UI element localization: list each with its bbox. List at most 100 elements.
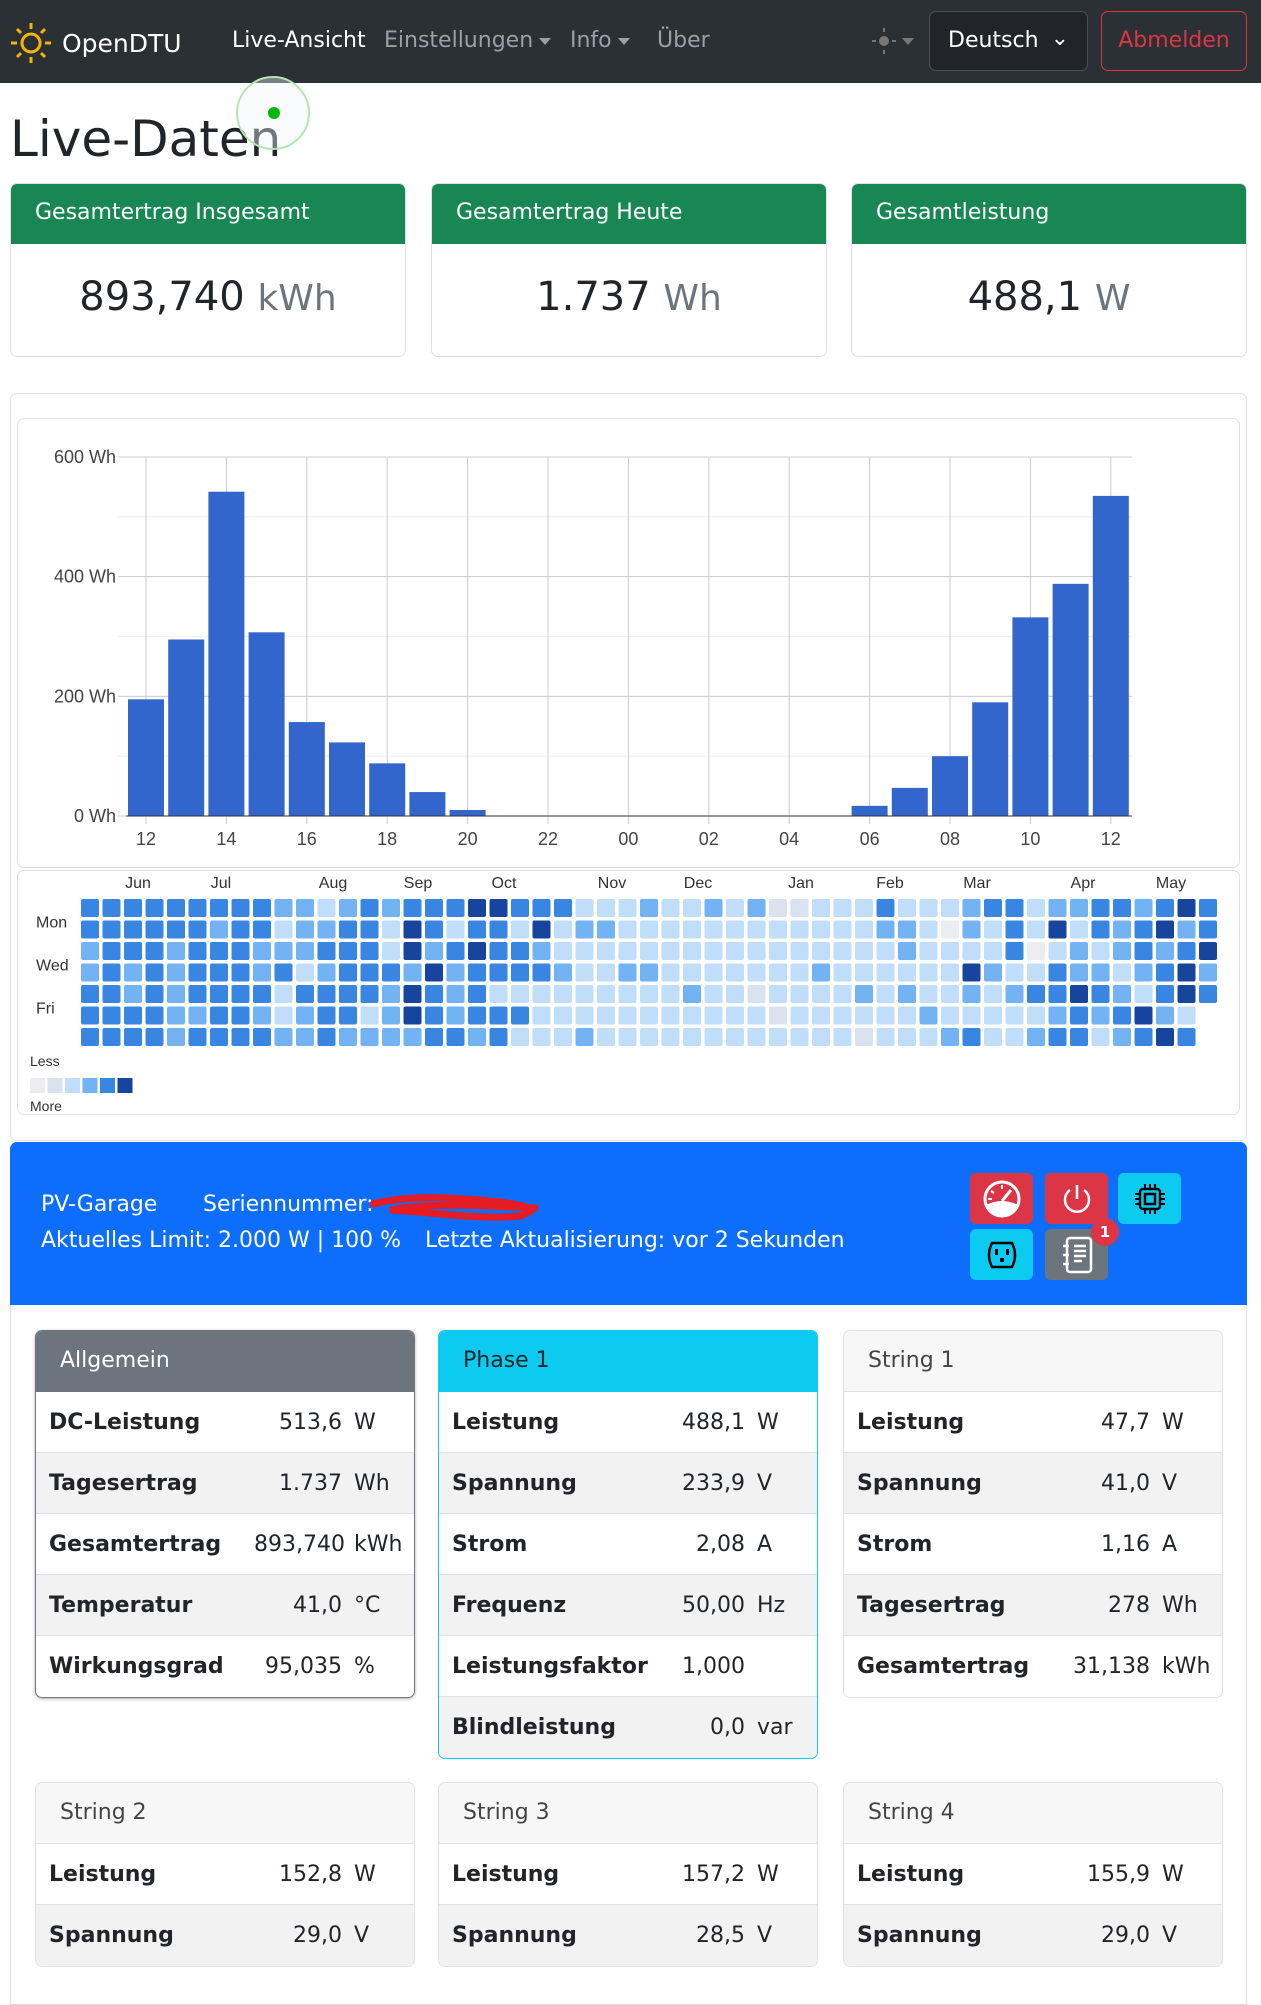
heatmap-cell [274,985,293,1003]
heatmap-cell [231,942,250,960]
month-label: Nov [598,875,626,892]
table-row: Leistung 155,9 W [844,1844,1222,1905]
row-value: 488,1 [682,1409,745,1435]
hourly-bar-chart: 12 14 16 18 20 22 00 02 04 06 08 10 12 0 Wh 200 Wh 400 … [54,447,1132,849]
heatmap-cell [876,985,895,1003]
heatmap-cell [984,1028,1002,1046]
month-label: Dec [684,875,712,892]
heatmap-cell [403,899,422,917]
heatmap-cell [661,985,680,1003]
heatmap-cell [1048,985,1067,1003]
heatmap-cell [1048,942,1067,960]
heatmap-cell [317,942,336,960]
heatmap-cell [210,899,228,917]
heatmap-cell [102,899,121,917]
heatmap-cell [1091,1028,1110,1046]
heatmap-cell [876,1028,895,1046]
month-label: Jan [788,875,814,892]
heatmap-cell [1156,1006,1174,1025]
heatmap-cell [919,985,938,1003]
heatmap-cell [102,1006,121,1025]
row-unit: kWh [354,1531,403,1557]
table-row: Spannung 233,9 V [439,1453,817,1514]
heatmap-cell [597,942,615,960]
heatmap-cell [1177,899,1196,917]
heatmap-cell [898,899,916,917]
day-label: Fri [36,1001,55,1018]
heatmap-cell [1177,1006,1196,1025]
row-value: 41,0 [293,1592,342,1618]
heatmap-cell [790,942,809,960]
heatmap-cell [511,1006,529,1025]
brand-link[interactable]: OpenDTU [10,22,182,64]
heatmap-cell [532,985,551,1003]
heatmap-cell [167,1028,185,1046]
heatmap-cell [554,1006,572,1025]
legend-swatch [65,1078,80,1093]
month-label: Aug [319,875,347,892]
grid-profile-button[interactable] [970,1229,1033,1280]
limit-settings-button[interactable] [970,1173,1033,1224]
heatmap-cell [554,920,572,939]
card-title: String 2 [36,1783,414,1844]
summary-value: 893,740 [79,274,245,320]
heatmap-cell [726,1028,744,1046]
heatmap-cell [446,899,465,917]
nav-info[interactable]: Info [570,28,630,53]
heatmap-cell [962,1006,981,1025]
heatmap-cell [403,1028,422,1046]
heatmap-cell [661,899,680,917]
heatmap-cell [102,985,121,1003]
y-tick-label: 600 Wh [54,447,116,467]
row-value: 29,0 [293,1923,342,1948]
nav-live-view[interactable]: Live-Ansicht [232,28,366,53]
legend-more: More [30,1098,62,1114]
heatmap-cell [618,963,637,982]
heatmap-cell [575,1006,594,1025]
device-info-button[interactable] [1118,1173,1181,1224]
row-label: Spannung [857,1923,982,1948]
row-label: Strom [452,1531,528,1557]
logout-button[interactable]: Abmelden [1101,11,1247,71]
theme-toggle[interactable] [872,28,914,54]
heatmap-cell [855,963,873,982]
heatmap-cell [769,985,787,1003]
heatmap-cell [231,963,250,982]
table-row: Leistung 157,2 W [439,1844,817,1905]
row-label: Strom [857,1531,933,1557]
heatmap-cell [683,985,701,1003]
heatmap-cell [360,1028,379,1046]
row-value: 155,9 [1087,1861,1150,1887]
summary-card-value: 893,740 kWh [11,244,405,320]
heatmap-cell [1177,942,1196,960]
heatmap-cell [317,1006,336,1025]
heatmap-cell [640,985,658,1003]
heatmap-cell [403,963,422,982]
heatmap-cell [274,1028,293,1046]
heatmap-cell [919,963,938,982]
language-select[interactable]: Deutsch ⌄ [929,11,1088,71]
heatmap-cell [167,985,185,1003]
nav-about[interactable]: Über [657,28,710,53]
heatmap-cell [382,1028,400,1046]
heatmap-cell [1134,942,1153,960]
row-value: 893,740 [254,1531,345,1557]
heatmap-cell [446,942,465,960]
heatmap-cell [941,1028,959,1046]
table-row: Spannung 28,5 V [439,1905,817,1966]
heatmap-cell [81,920,99,939]
heatmap-cell [1005,963,1024,982]
row-label: Tagesertrag [857,1592,1006,1618]
heatmap-cell [446,963,465,982]
heatmap-cell [1134,985,1153,1003]
heatmap-cell [274,899,293,917]
power-control-button[interactable] [1045,1173,1108,1224]
table-row: Leistung 47,7 W [844,1392,1222,1453]
row-value: 41,0 [1101,1470,1150,1496]
heatmap-cell [747,963,766,982]
heatmap-cell [704,899,723,917]
bar [1012,617,1049,816]
nav-settings[interactable]: Einstellungen [384,28,552,53]
heatmap-cell [597,1006,615,1025]
serial-label: Seriennummer: [203,1192,374,1217]
